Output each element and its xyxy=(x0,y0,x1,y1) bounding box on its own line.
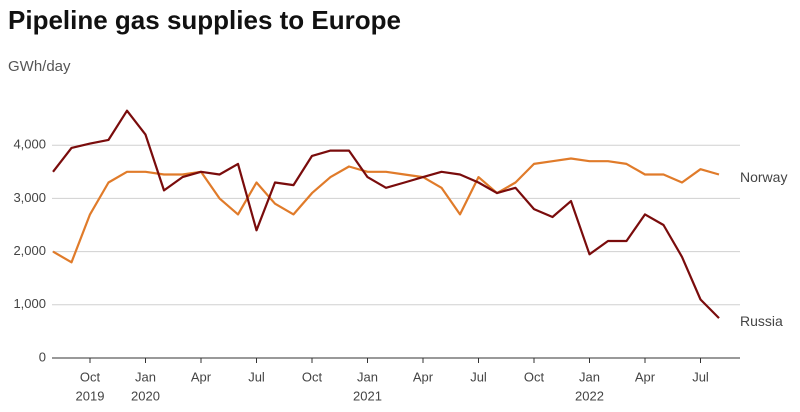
x-tick-label: Apr xyxy=(413,369,434,384)
series-label: Norway xyxy=(740,169,787,185)
x-tick-label: Jan xyxy=(579,369,600,384)
chart-title: Pipeline gas supplies to Europe xyxy=(8,5,401,35)
x-tick-label: Apr xyxy=(635,369,656,384)
x-tick-label: Oct xyxy=(80,369,101,384)
x-tick-label: Oct xyxy=(302,369,323,384)
y-axis-label: GWh/day xyxy=(8,58,71,75)
x-tick-label: Jan xyxy=(135,369,156,384)
x-tick-label: Jul xyxy=(692,369,709,384)
y-tick-label: 3,000 xyxy=(13,190,46,205)
year-label: 2019 xyxy=(76,388,105,403)
x-tick-label: Jan xyxy=(357,369,378,384)
y-tick-label: 1,000 xyxy=(13,296,46,311)
year-label: 2022 xyxy=(575,388,604,403)
x-tick-label: Oct xyxy=(524,369,545,384)
year-label: 2021 xyxy=(353,388,382,403)
series-line xyxy=(52,157,720,264)
x-tick-label: Jul xyxy=(248,369,265,384)
x-tick-label: Apr xyxy=(191,369,212,384)
y-tick-label: 4,000 xyxy=(13,137,46,152)
y-tick-label: 2,000 xyxy=(13,243,46,258)
x-tick-label: Jul xyxy=(470,369,487,384)
series-line xyxy=(52,109,720,319)
series-label: Russia xyxy=(740,313,783,329)
year-label: 2020 xyxy=(131,388,160,403)
y-tick-label: 0 xyxy=(39,349,46,364)
